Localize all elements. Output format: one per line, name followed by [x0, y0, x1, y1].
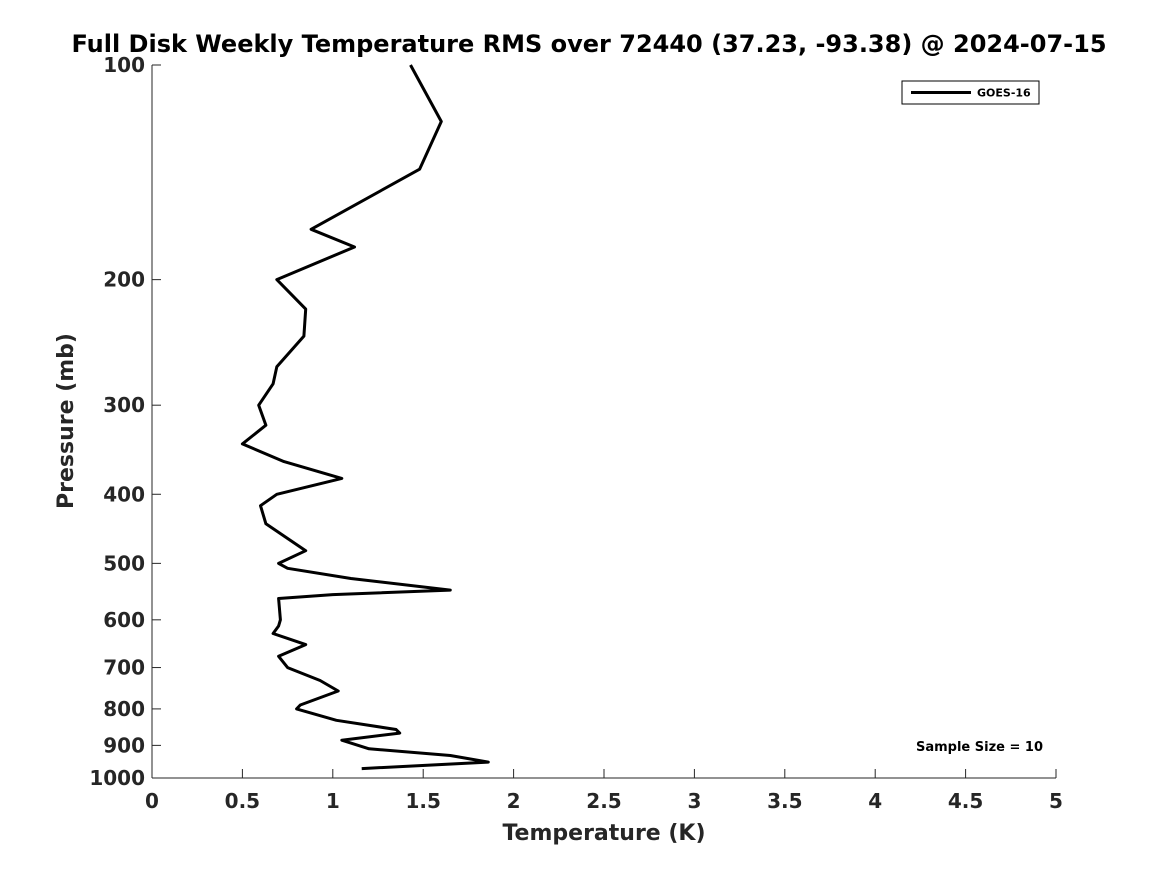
x-axis-ticks: 0 0.5 1 1.5 2 2.5 3 3.5 4 4.5 5	[145, 769, 1063, 813]
y-tick-label: 400	[103, 482, 145, 506]
x-axis-label: Temperature (K)	[502, 821, 705, 846]
legend: GOES-16	[901, 80, 1040, 105]
x-tick-label: 3	[687, 789, 701, 813]
series-layer	[240, 64, 490, 771]
y-tick-label: 100	[103, 53, 145, 77]
x-tick-label: 0	[145, 789, 159, 813]
x-tick-label: 0.5	[225, 789, 260, 813]
y-tick-label: 300	[103, 393, 145, 417]
y-tick-label: 900	[103, 733, 145, 757]
series-line-goes-16	[240, 64, 490, 771]
x-tick-label: 2	[507, 789, 521, 813]
y-axis-ticks: 100 200 300 400 500 600 700 800 900 1000	[89, 53, 161, 790]
y-axis-label: Pressure (mb)	[54, 333, 79, 509]
x-tick-label: 1.5	[405, 789, 440, 813]
y-tick-label: 1000	[89, 766, 145, 790]
x-tick-label: 1	[326, 789, 340, 813]
y-tick-label: 500	[103, 551, 145, 575]
plot-axes	[151, 65, 1056, 779]
sample-size-annotation: Sample Size = 10	[916, 740, 1043, 755]
y-tick-label: 800	[103, 697, 145, 721]
y-tick-label: 600	[103, 608, 145, 632]
x-tick-label: 3.5	[767, 789, 802, 813]
x-tick-label: 2.5	[586, 789, 621, 813]
legend-label-goes-16: GOES-16	[977, 87, 1031, 100]
x-tick-label: 4.5	[948, 789, 983, 813]
x-tick-label: 4	[868, 789, 882, 813]
chart-title: Full Disk Weekly Temperature RMS over 72…	[71, 30, 1106, 58]
x-tick-label: 5	[1049, 789, 1063, 813]
y-tick-label: 700	[103, 656, 145, 680]
y-tick-label: 200	[103, 268, 145, 292]
